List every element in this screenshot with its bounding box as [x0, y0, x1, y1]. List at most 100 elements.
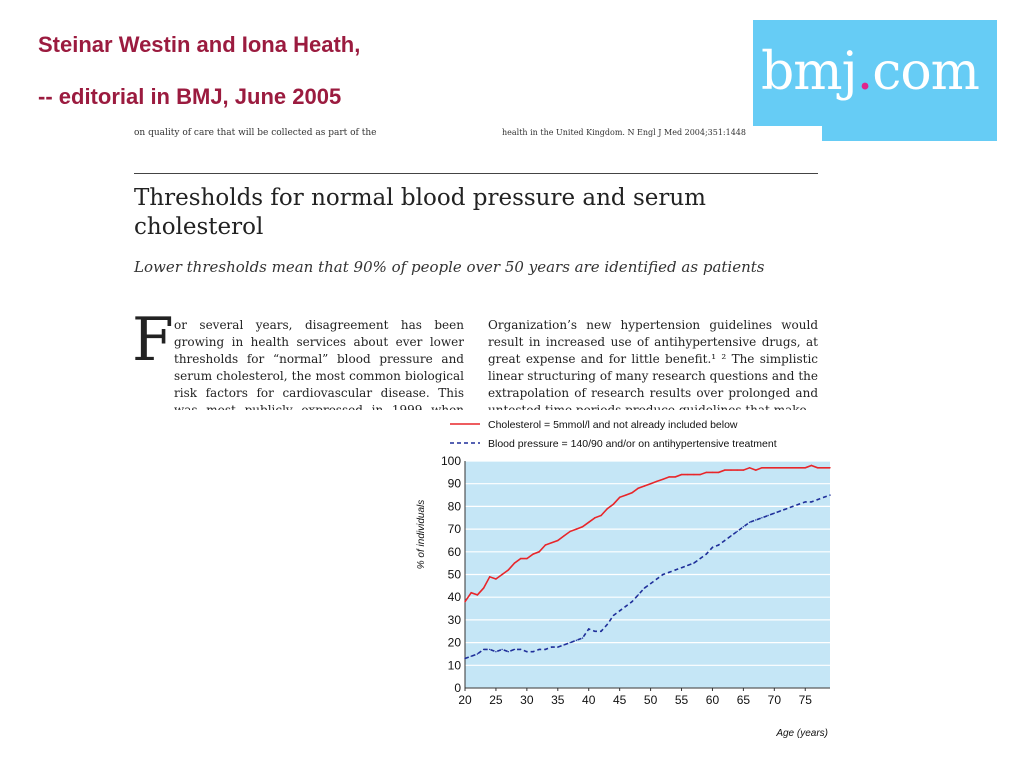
data-point [662, 573, 664, 576]
data-point [550, 646, 553, 648]
data-point [742, 469, 745, 471]
data-point [773, 467, 775, 469]
data-point [563, 644, 565, 646]
data-point [823, 467, 825, 469]
data-point [724, 469, 726, 471]
data-point [631, 492, 633, 494]
data-point [761, 517, 763, 519]
data-point [495, 651, 497, 653]
y-tick-label: 70 [448, 522, 462, 536]
slide-title-line2: -- editorial in BMJ, June 2005 [38, 84, 342, 109]
y-tick-label: 80 [448, 499, 462, 513]
data-point [563, 535, 565, 537]
y-tick-label: 0 [454, 681, 461, 695]
data-point [748, 467, 751, 469]
article-column-1: or several years, disagreement has been … [174, 318, 464, 410]
data-point [705, 471, 707, 474]
data-point [711, 471, 714, 474]
data-point [476, 594, 479, 596]
data-point [687, 473, 689, 476]
data-point [526, 651, 528, 653]
data-point [631, 601, 633, 603]
data-point [717, 471, 720, 474]
article-dropcap: F [132, 305, 174, 375]
data-point [513, 648, 516, 651]
data-point [550, 542, 553, 544]
data-point [594, 630, 596, 632]
y-tick-label: 50 [448, 568, 462, 582]
data-point [680, 567, 683, 569]
data-point [482, 648, 485, 651]
x-tick-label: 60 [706, 693, 720, 707]
data-point [804, 467, 806, 469]
data-point [520, 557, 522, 560]
data-point [829, 494, 831, 496]
bmj-logo-text: bmj.com [761, 42, 980, 102]
x-tick-label: 35 [551, 693, 565, 707]
data-point [532, 553, 534, 555]
data-point [767, 514, 769, 517]
y-tick-label: 100 [441, 454, 461, 468]
data-point [730, 469, 732, 471]
article-subtitle: Lower thresholds mean that 90% of people… [134, 258, 765, 276]
data-point [711, 546, 714, 548]
y-tick-label: 40 [448, 590, 462, 604]
data-point [680, 473, 683, 476]
slide-title-line1: Steinar Westin and Iona Heath, [38, 32, 361, 57]
data-point [482, 587, 485, 589]
bmj-logo-word: bmj [761, 42, 858, 102]
data-point [730, 535, 732, 537]
data-point [513, 562, 516, 564]
bmj-logo: bmj.com [753, 20, 997, 141]
data-point [699, 473, 701, 476]
data-point [544, 648, 547, 651]
y-tick-label: 60 [448, 545, 462, 559]
x-tick-label: 75 [799, 693, 813, 707]
data-point [736, 469, 738, 471]
data-point [575, 528, 578, 530]
data-point [816, 467, 819, 469]
data-point [470, 592, 472, 594]
data-point [520, 648, 522, 651]
data-point [810, 464, 813, 467]
data-point [489, 576, 491, 578]
data-point [569, 641, 571, 644]
bmj-logo-domain: com [872, 42, 980, 102]
data-point [656, 480, 658, 483]
article-fragment-right: health in the United Kingdom. N Engl J M… [502, 128, 746, 137]
y-axis-label: % of individuals [416, 500, 427, 569]
series-line-2 [464, 494, 831, 660]
data-point [538, 648, 540, 651]
data-point [810, 501, 813, 503]
data-point [742, 526, 745, 528]
data-point [656, 578, 658, 580]
data-point [575, 639, 578, 641]
data-point [798, 503, 800, 505]
data-point [748, 521, 751, 523]
data-point [557, 646, 559, 648]
data-point [625, 605, 627, 607]
article-clipping: on quality of care that will be collecte… [130, 126, 822, 410]
data-point [798, 467, 800, 469]
data-point [600, 630, 602, 632]
article-title: Thresholds for normal blood pressure and… [134, 185, 706, 240]
data-point [792, 467, 794, 469]
data-point [649, 582, 652, 585]
data-point [637, 487, 639, 489]
data-point [619, 496, 621, 498]
data-point [829, 467, 831, 469]
data-point [569, 530, 571, 533]
data-point [532, 651, 534, 653]
data-point [538, 551, 540, 553]
data-point [619, 610, 621, 612]
data-point [612, 503, 615, 505]
y-tick-label: 20 [448, 636, 462, 650]
data-point [804, 501, 806, 503]
data-point [594, 517, 596, 519]
data-point [792, 505, 794, 508]
data-point [786, 467, 788, 469]
data-point [507, 569, 509, 571]
data-point [699, 557, 701, 560]
x-axis-label: Age (years) [775, 728, 828, 739]
